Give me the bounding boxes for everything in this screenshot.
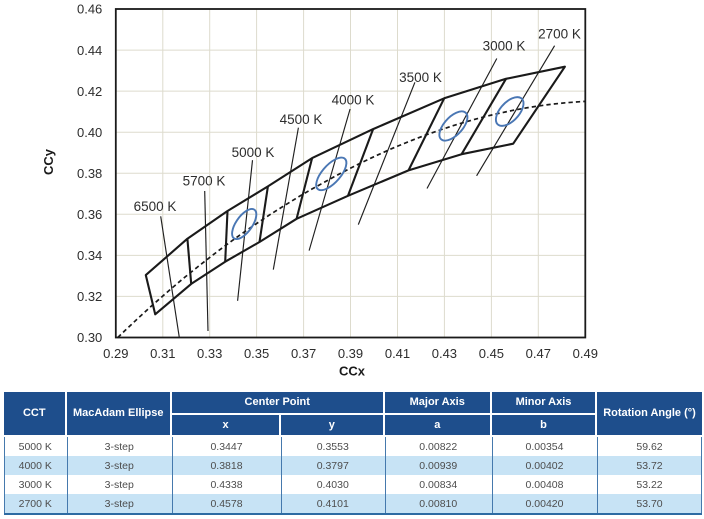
svg-text:CCy: CCy xyxy=(41,148,56,175)
svg-text:0.44: 0.44 xyxy=(77,43,102,58)
svg-text:5700 K: 5700 K xyxy=(183,174,226,189)
svg-text:3000 K: 3000 K xyxy=(483,39,526,54)
svg-text:0.38: 0.38 xyxy=(77,166,102,181)
svg-text:4500 K: 4500 K xyxy=(280,112,323,127)
svg-text:0.31: 0.31 xyxy=(150,346,175,361)
svg-text:0.29: 0.29 xyxy=(103,346,128,361)
svg-text:3500 K: 3500 K xyxy=(399,70,442,85)
svg-text:0.35: 0.35 xyxy=(244,346,269,361)
svg-text:0.36: 0.36 xyxy=(77,207,102,222)
svg-text:CCx: CCx xyxy=(339,364,366,379)
svg-text:0.37: 0.37 xyxy=(291,346,316,361)
svg-text:0.43: 0.43 xyxy=(432,346,457,361)
svg-text:6500 K: 6500 K xyxy=(134,199,177,214)
svg-text:0.30: 0.30 xyxy=(77,330,102,345)
svg-text:5000 K: 5000 K xyxy=(232,145,275,160)
svg-text:0.34: 0.34 xyxy=(77,248,102,263)
svg-text:0.33: 0.33 xyxy=(197,346,222,361)
svg-text:0.45: 0.45 xyxy=(479,346,504,361)
svg-text:0.42: 0.42 xyxy=(77,84,102,99)
svg-text:0.49: 0.49 xyxy=(573,346,598,361)
svg-text:0.32: 0.32 xyxy=(77,289,102,304)
svg-text:0.39: 0.39 xyxy=(338,346,363,361)
svg-text:0.40: 0.40 xyxy=(77,125,102,140)
svg-text:0.46: 0.46 xyxy=(77,2,102,17)
svg-text:4000 K: 4000 K xyxy=(332,92,375,107)
svg-text:0.47: 0.47 xyxy=(526,346,551,361)
svg-text:2700 K: 2700 K xyxy=(538,27,581,42)
svg-text:0.41: 0.41 xyxy=(385,346,410,361)
